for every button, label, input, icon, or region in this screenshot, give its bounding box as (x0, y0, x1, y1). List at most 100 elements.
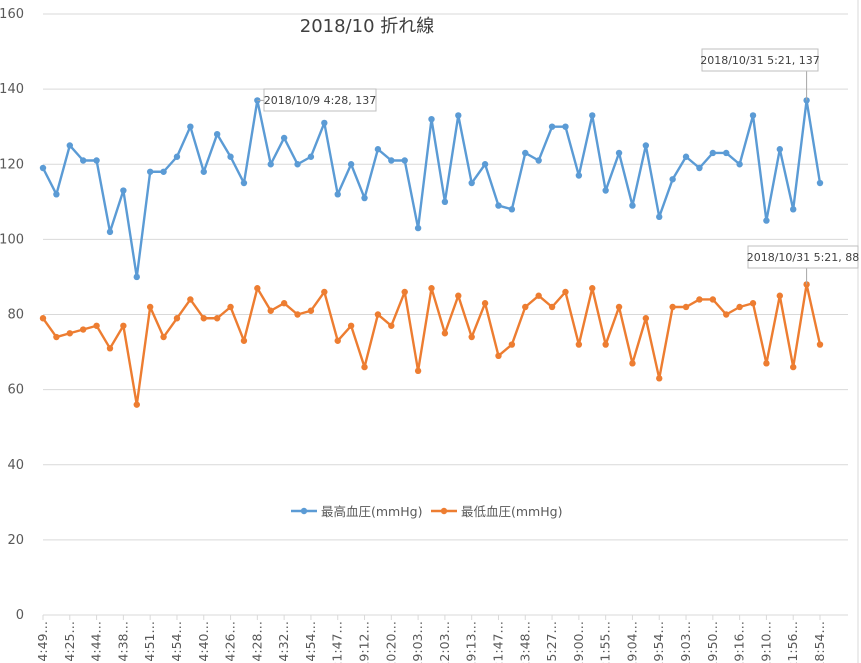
data-point (53, 191, 60, 198)
data-point (334, 337, 341, 344)
x-tick-label: 19:50… (705, 621, 720, 663)
data-point (709, 296, 717, 303)
data-point (200, 168, 207, 175)
data-point (307, 307, 315, 314)
data-point (468, 179, 475, 187)
data-point (495, 352, 502, 360)
data-point (736, 303, 743, 311)
x-axis: 4:49… 4:25… 4:44… 4:38… 4:51… 4:54… 4:40… 4:26…… (35, 615, 827, 663)
data-point (53, 333, 60, 341)
data-point (481, 300, 489, 307)
data-point (39, 164, 47, 172)
data-point (455, 292, 462, 299)
x-tick-label: 21:56… (785, 621, 800, 663)
data-point (227, 153, 234, 160)
data-point (602, 341, 609, 348)
x-tick-label: 4:51… (142, 621, 157, 662)
data-point (548, 123, 556, 130)
data-point (227, 303, 234, 311)
x-tick-label: 21:55… (598, 621, 613, 663)
data-point (776, 292, 784, 299)
data-point (629, 202, 636, 209)
data-point (535, 157, 542, 164)
data-point (267, 161, 274, 168)
data-point (347, 322, 355, 329)
data-point (508, 341, 516, 348)
data-point (428, 115, 435, 123)
data-point (508, 206, 516, 213)
data-point (240, 337, 248, 344)
data-point (575, 172, 583, 179)
data-point (749, 300, 757, 307)
data-point (240, 179, 248, 187)
data-point (93, 322, 100, 329)
legend-label: 最高血圧(mmHg) (321, 504, 422, 519)
y-tick-label: 100 (0, 232, 24, 247)
chart-title: 2018/10 折れ線 (300, 16, 435, 37)
data-point (401, 157, 408, 164)
data-point (481, 161, 489, 168)
legend-swatch-marker (440, 507, 448, 515)
x-tick-label: 4:26… (223, 621, 238, 662)
data-point (321, 119, 328, 127)
data-point (615, 303, 623, 311)
x-tick-label: 4:44… (89, 621, 104, 662)
data-point (589, 112, 596, 119)
data-point (414, 224, 422, 232)
data-point (187, 296, 194, 303)
data-point (39, 315, 47, 322)
data-point (455, 112, 462, 119)
x-tick-label: 19:03… (410, 621, 425, 663)
data-point (173, 153, 181, 160)
data-point (669, 176, 676, 183)
data-point (347, 161, 355, 168)
callout-box (747, 245, 859, 269)
data-point (120, 187, 127, 194)
x-tick-label: 19:03… (678, 621, 693, 663)
data-point (816, 341, 824, 348)
callout-label: 2018/10/31 5:21, 137 (700, 54, 820, 67)
x-tick-label: 4:49… (35, 621, 50, 662)
data-point (388, 157, 395, 164)
y-tick-label: 140 (0, 82, 24, 97)
x-tick-label: 18:54… (812, 621, 827, 663)
data-point (173, 315, 181, 322)
data-point (589, 285, 596, 292)
data-point (602, 187, 609, 194)
x-tick-label: 23:48… (517, 621, 532, 663)
data-point (133, 273, 140, 281)
callout-label: 2018/10/31 5:21, 88 (747, 251, 860, 264)
x-tick-label: 4:54… (169, 621, 184, 662)
y-tick-label: 120 (0, 157, 24, 172)
series-2 (39, 281, 824, 408)
data-callouts: 2018/10/9 4:28, 137 2018/10/31 5:21, 137 2… (257, 48, 860, 285)
data-point (294, 161, 301, 168)
y-tick-label: 60 (7, 383, 24, 398)
x-tick-label: 4:38… (115, 621, 130, 662)
data-point (495, 202, 502, 209)
x-tick-label: 21:47… (490, 621, 505, 663)
x-tick-label: 21:47… (330, 621, 345, 663)
data-point (66, 330, 73, 337)
data-point (213, 131, 221, 138)
x-tick-label: 19:04… (624, 621, 639, 663)
data-point (267, 307, 274, 314)
data-callout: 2018/10/31 5:21, 88 (747, 245, 860, 285)
data-point (294, 311, 301, 318)
y-tick-label: 80 (7, 308, 24, 323)
callout-box (701, 48, 819, 72)
series-line (41, 99, 822, 279)
data-point (776, 146, 784, 153)
x-tick-label: 19:00… (571, 621, 586, 663)
x-tick-label: 19:13… (464, 621, 479, 663)
data-point (763, 217, 770, 224)
x-tick-label: 4:25… (62, 621, 77, 662)
legend-swatch-marker (300, 507, 308, 515)
series-line (42, 283, 822, 406)
data-point (629, 360, 636, 367)
data-callout: 2018/10/31 5:21, 137 (700, 48, 820, 101)
x-tick-label: 5:27… (544, 621, 559, 662)
data-point (187, 123, 194, 130)
data-point (361, 363, 368, 371)
